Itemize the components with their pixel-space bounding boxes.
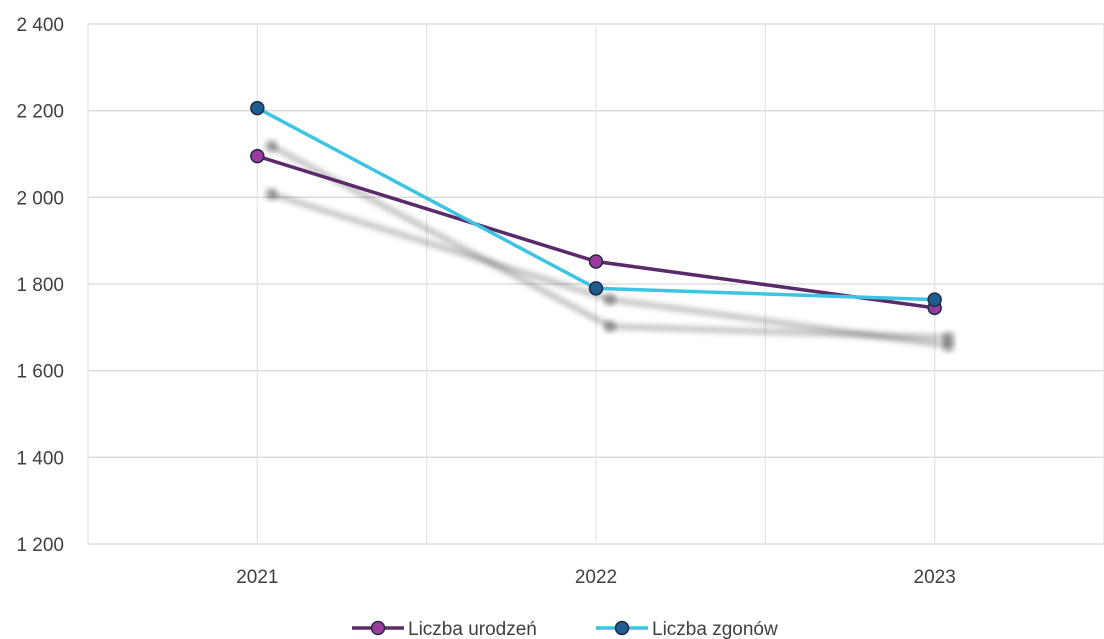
data-point [588,281,604,296]
x-tick-label: 2023 [914,567,956,588]
data-point [250,100,265,116]
data-point [927,292,942,307]
marker-shadow [265,188,278,201]
legend-label: Liczba urodzeń [408,619,537,639]
marker-shadow [604,293,616,306]
legend-label: Liczba zgonów [652,619,778,639]
series-shadow [270,143,949,341]
y-tick-label: 1 800 [16,275,64,296]
y-tick-label: 1 400 [16,448,64,469]
legend-item: Liczba zgonów [596,619,778,639]
data-point [588,254,604,269]
y-tick-label: 2 200 [16,102,64,123]
y-tick-label: 1 600 [16,362,64,383]
y-tick-label: 2 000 [16,188,64,209]
series-shadows [265,140,955,352]
marker-shadow [265,140,278,153]
marker-shadow [942,339,955,352]
series-markers [250,100,942,316]
data-point [250,148,265,164]
legend-item: Liczba urodzeń [352,619,537,639]
y-axis-ticks: 1 200 1 400 1 600 1 800 2 000 2 200 2 400 [16,15,64,556]
marker-shadow [942,331,955,344]
legend-marker [614,620,630,636]
x-tick-label: 2022 [575,567,617,588]
legend: Liczba urodzeń Liczba zgonów [352,619,778,639]
y-tick-label: 2 400 [16,15,64,36]
marker-shadow [604,320,616,333]
x-axis-ticks: 2021 2022 2023 [236,567,956,588]
legend-marker [370,620,386,636]
x-tick-label: 2021 [236,567,278,588]
y-tick-label: 1 200 [16,535,64,556]
